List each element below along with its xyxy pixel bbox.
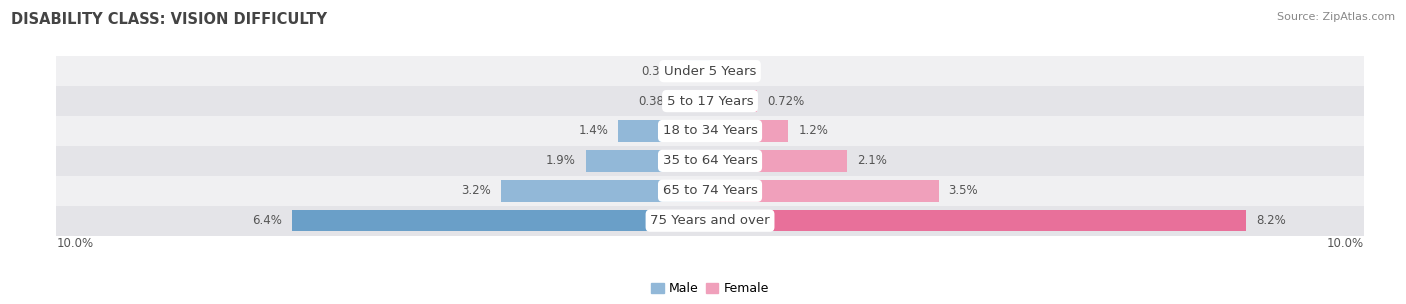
Text: 35 to 64 Years: 35 to 64 Years [662,154,758,168]
Text: 5 to 17 Years: 5 to 17 Years [666,95,754,108]
Bar [56,176,1364,206]
Bar [56,206,1364,236]
Text: Source: ZipAtlas.com: Source: ZipAtlas.com [1277,12,1395,22]
Bar [501,180,710,202]
Text: 0.34%: 0.34% [641,65,678,78]
Text: 1.2%: 1.2% [799,124,828,137]
Text: 3.5%: 3.5% [949,184,979,197]
Text: 8.2%: 8.2% [1256,214,1285,227]
Bar [56,86,1364,116]
Text: 3.2%: 3.2% [461,184,491,197]
Bar [710,90,756,112]
Bar [56,116,1364,146]
Bar [586,150,710,172]
Bar [56,56,1364,86]
Text: DISABILITY CLASS: VISION DIFFICULTY: DISABILITY CLASS: VISION DIFFICULTY [11,12,328,27]
Text: 1.4%: 1.4% [579,124,609,137]
Bar [688,60,710,82]
Bar [710,150,848,172]
Text: 65 to 74 Years: 65 to 74 Years [662,184,758,197]
Text: 1.9%: 1.9% [546,154,576,168]
Text: 75 Years and over: 75 Years and over [650,214,770,227]
Text: 10.0%: 10.0% [1327,237,1364,250]
Bar [291,210,710,231]
Text: 2.1%: 2.1% [858,154,887,168]
Legend: Male, Female: Male, Female [647,277,773,300]
Text: Under 5 Years: Under 5 Years [664,65,756,78]
Text: 18 to 34 Years: 18 to 34 Years [662,124,758,137]
Bar [710,210,1246,231]
Bar [710,120,789,142]
Text: 0.72%: 0.72% [766,95,804,108]
Bar [619,120,710,142]
Bar [685,90,710,112]
Bar [56,146,1364,176]
Text: 10.0%: 10.0% [56,237,93,250]
Bar [710,180,939,202]
Text: 6.4%: 6.4% [252,214,281,227]
Text: 0.0%: 0.0% [723,65,752,78]
Text: 0.38%: 0.38% [638,95,675,108]
